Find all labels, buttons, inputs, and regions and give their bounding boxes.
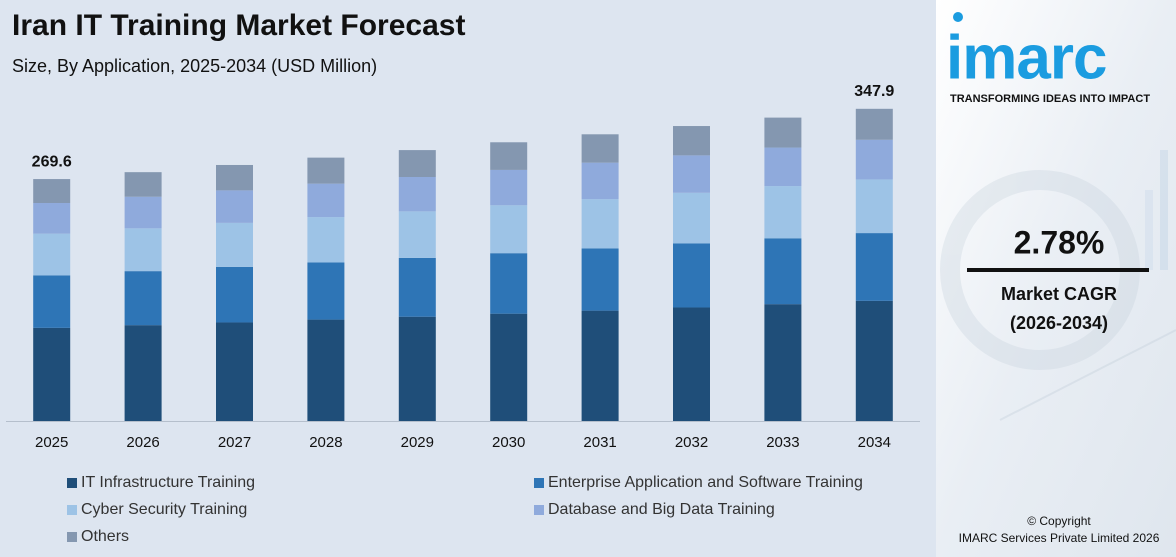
bar-segment: [855, 300, 893, 421]
legend-swatch: [67, 532, 77, 542]
bar-segment: [398, 150, 436, 178]
bar-segment: [216, 266, 253, 323]
bar-segment: [490, 253, 528, 314]
bar-segment: [673, 155, 710, 193]
cagr-label: Market CAGR: [1001, 284, 1117, 304]
legend-swatch: [534, 505, 544, 515]
total-label: 347.9: [854, 83, 894, 100]
cagr-value: 2.78%: [1014, 224, 1105, 260]
bar-segment: [307, 157, 345, 184]
bar-segment: [307, 217, 345, 263]
logo-dot: [953, 12, 963, 22]
bar-segment: [124, 196, 162, 229]
legend-label: Enterprise Application and Software Trai…: [548, 474, 863, 491]
bar-segment: [673, 243, 710, 308]
bar-segment: [581, 162, 619, 200]
company: IMARC Services Private Limited 2026: [959, 531, 1160, 545]
bar-segment: [855, 139, 893, 180]
bar-segment: [581, 134, 619, 163]
x-tick-label: 2032: [675, 434, 708, 451]
bar-segment: [307, 262, 345, 320]
bar-segment: [855, 108, 893, 140]
x-tick-label: 2025: [35, 434, 68, 451]
bar-segment: [581, 199, 619, 249]
legend-label: Others: [81, 528, 129, 545]
tagline: TRANSFORMING IDEAS INTO IMPACT: [950, 93, 1150, 105]
x-tick-label: 2028: [309, 434, 342, 451]
bar-segment: [490, 313, 528, 421]
bar-segment: [307, 183, 345, 218]
chart-title: Iran IT Training Market Forecast: [12, 9, 465, 42]
x-tick-label: 2031: [583, 434, 616, 451]
x-tick-label: 2033: [766, 434, 799, 451]
sidebar-background: [936, 0, 1176, 557]
bar-segment: [855, 179, 893, 234]
chart-subtitle: Size, By Application, 2025-2034 (USD Mil…: [12, 56, 377, 76]
bar-segment: [33, 275, 71, 328]
bar-segment: [124, 271, 162, 326]
bar-segment: [490, 205, 528, 254]
legend-swatch: [67, 505, 77, 515]
bar-segment: [855, 233, 893, 301]
bar-segment: [764, 117, 802, 148]
legend-swatch: [534, 478, 544, 488]
bar-segment: [216, 164, 253, 191]
bar-segment: [398, 316, 436, 421]
bar-segment: [33, 233, 71, 276]
x-tick-label: 2029: [401, 434, 434, 451]
total-label: 269.6: [32, 153, 72, 170]
bar-segment: [124, 228, 162, 272]
bar-segment: [307, 319, 345, 421]
x-tick-label: 2027: [218, 434, 251, 451]
bar-segment: [673, 192, 710, 244]
bar-segment: [216, 222, 253, 267]
bar-segment: [764, 304, 802, 421]
legend-label: Cyber Security Training: [81, 501, 247, 518]
cagr-period: (2026-2034): [1010, 313, 1108, 333]
legend-swatch: [67, 478, 77, 488]
x-tick-label: 2034: [858, 434, 891, 451]
bar-segment: [764, 147, 802, 187]
bar-segment: [398, 177, 436, 212]
bar-segment: [124, 325, 162, 421]
bar-segment: [33, 327, 71, 421]
bar-segment: [673, 126, 710, 156]
bar-segment: [216, 190, 253, 223]
x-tick-label: 2026: [126, 434, 159, 451]
legend-label: Database and Big Data Training: [548, 501, 775, 518]
bar-segment: [124, 172, 162, 197]
logo: imarc: [946, 23, 1106, 92]
bar-segment: [33, 179, 71, 204]
bar-segment: [764, 186, 802, 239]
x-tick-label: 2030: [492, 434, 525, 451]
bar-segment: [33, 203, 71, 234]
bar-segment: [581, 310, 619, 421]
bar-segment: [216, 322, 253, 421]
bar-segment: [490, 142, 528, 170]
bar-segment: [581, 248, 619, 311]
bar-segment: [398, 211, 436, 258]
copyright: © Copyright: [1027, 514, 1091, 528]
bar-segment: [398, 257, 436, 317]
bar-segment: [764, 238, 802, 305]
bar-segment: [490, 169, 528, 206]
legend-label: IT Infrastructure Training: [81, 474, 255, 491]
bar-segment: [673, 307, 710, 421]
